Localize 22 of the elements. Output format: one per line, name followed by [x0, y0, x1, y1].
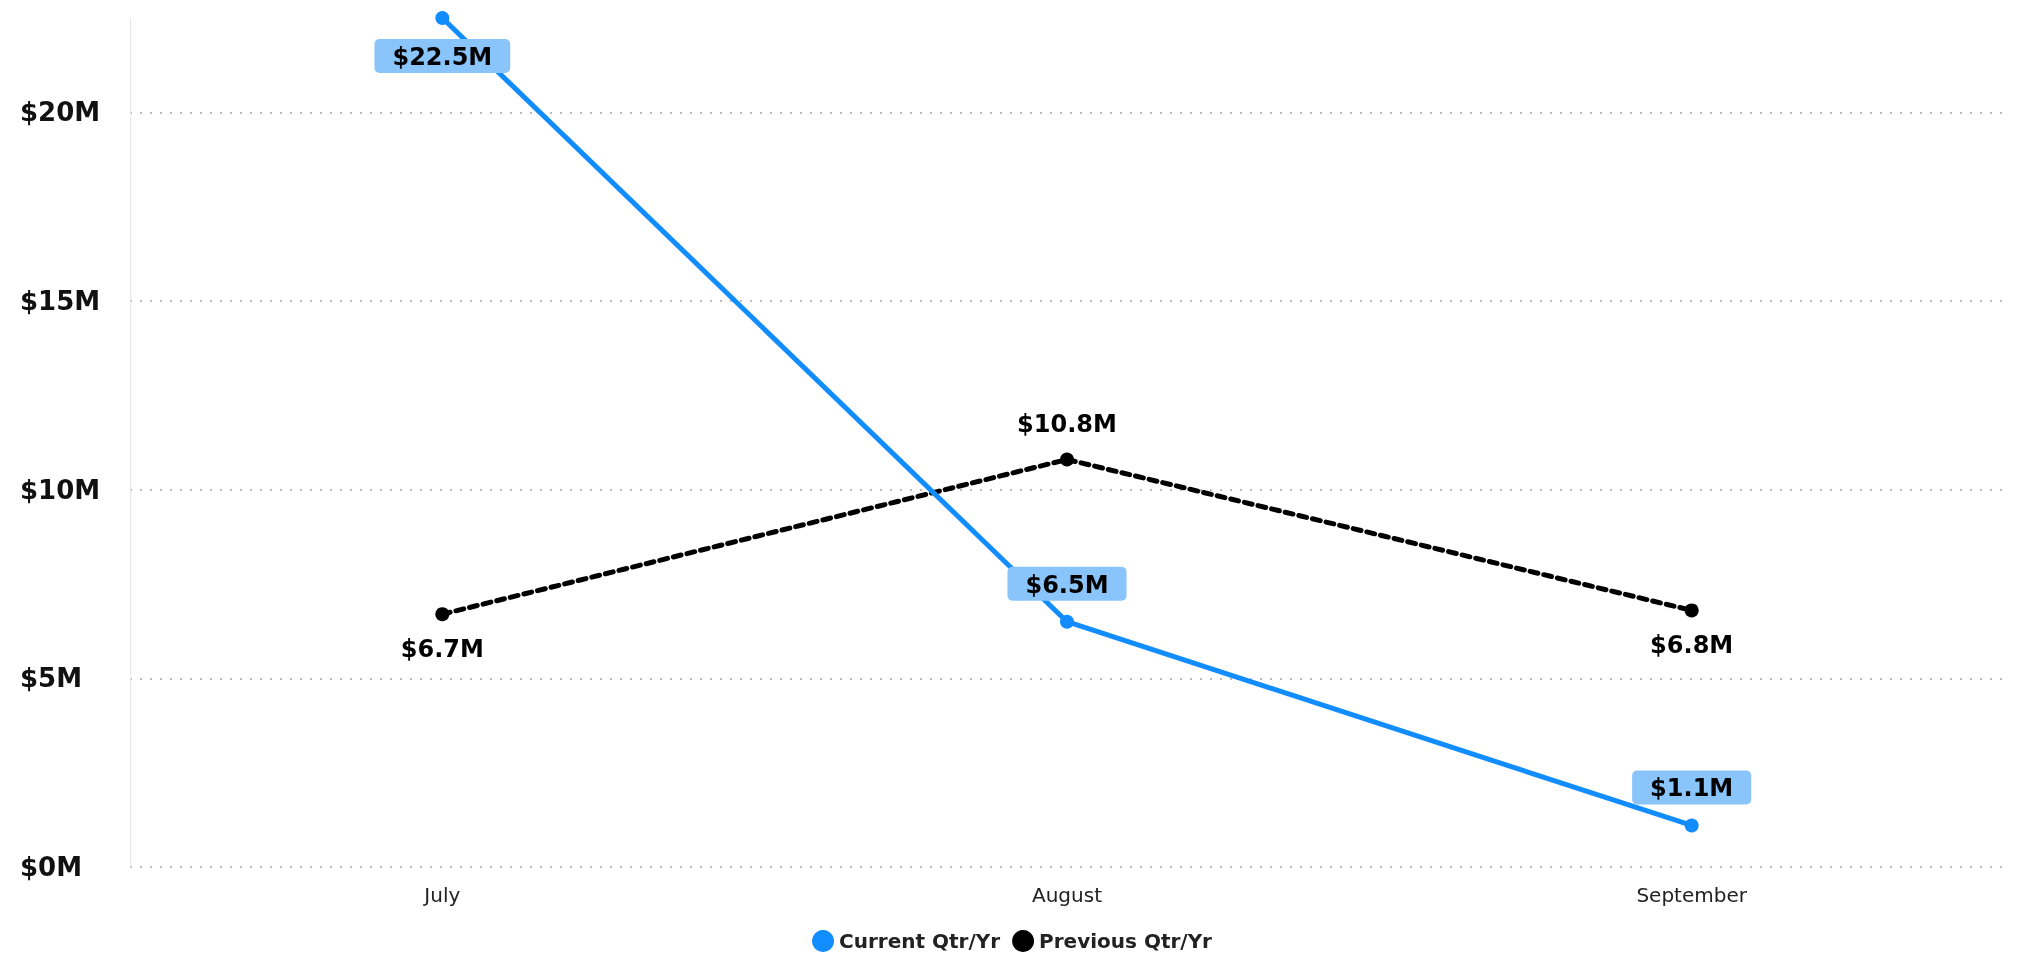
y-tick-label: $20M [20, 97, 101, 128]
point [1060, 614, 1074, 629]
x-tick-label: September [1636, 883, 1748, 907]
data-label: $22.5M [392, 43, 493, 71]
y-tick-label: $15M [20, 286, 101, 316]
data-label: $1.1M [1650, 774, 1734, 803]
data-label: $10.8M [1017, 410, 1117, 439]
y-tick-label: $10M [20, 474, 101, 505]
data-label: $6.5M [1025, 570, 1109, 599]
point [1684, 818, 1699, 833]
point [435, 11, 450, 25]
data-label: $6.7M [400, 635, 484, 664]
legend-label: Current Qtr/Yr [839, 929, 1001, 953]
x-tick-label: August [1032, 883, 1103, 907]
y-tick-label: $0M [20, 852, 83, 882]
point [1684, 603, 1699, 618]
point [435, 607, 450, 622]
data-label: $6.8M [1650, 631, 1734, 660]
legend-label: Previous Qtr/Yr [1039, 929, 1213, 953]
x-tick-label: July [422, 883, 461, 907]
y-tick-label: $5M [20, 663, 83, 694]
point [1060, 452, 1074, 467]
